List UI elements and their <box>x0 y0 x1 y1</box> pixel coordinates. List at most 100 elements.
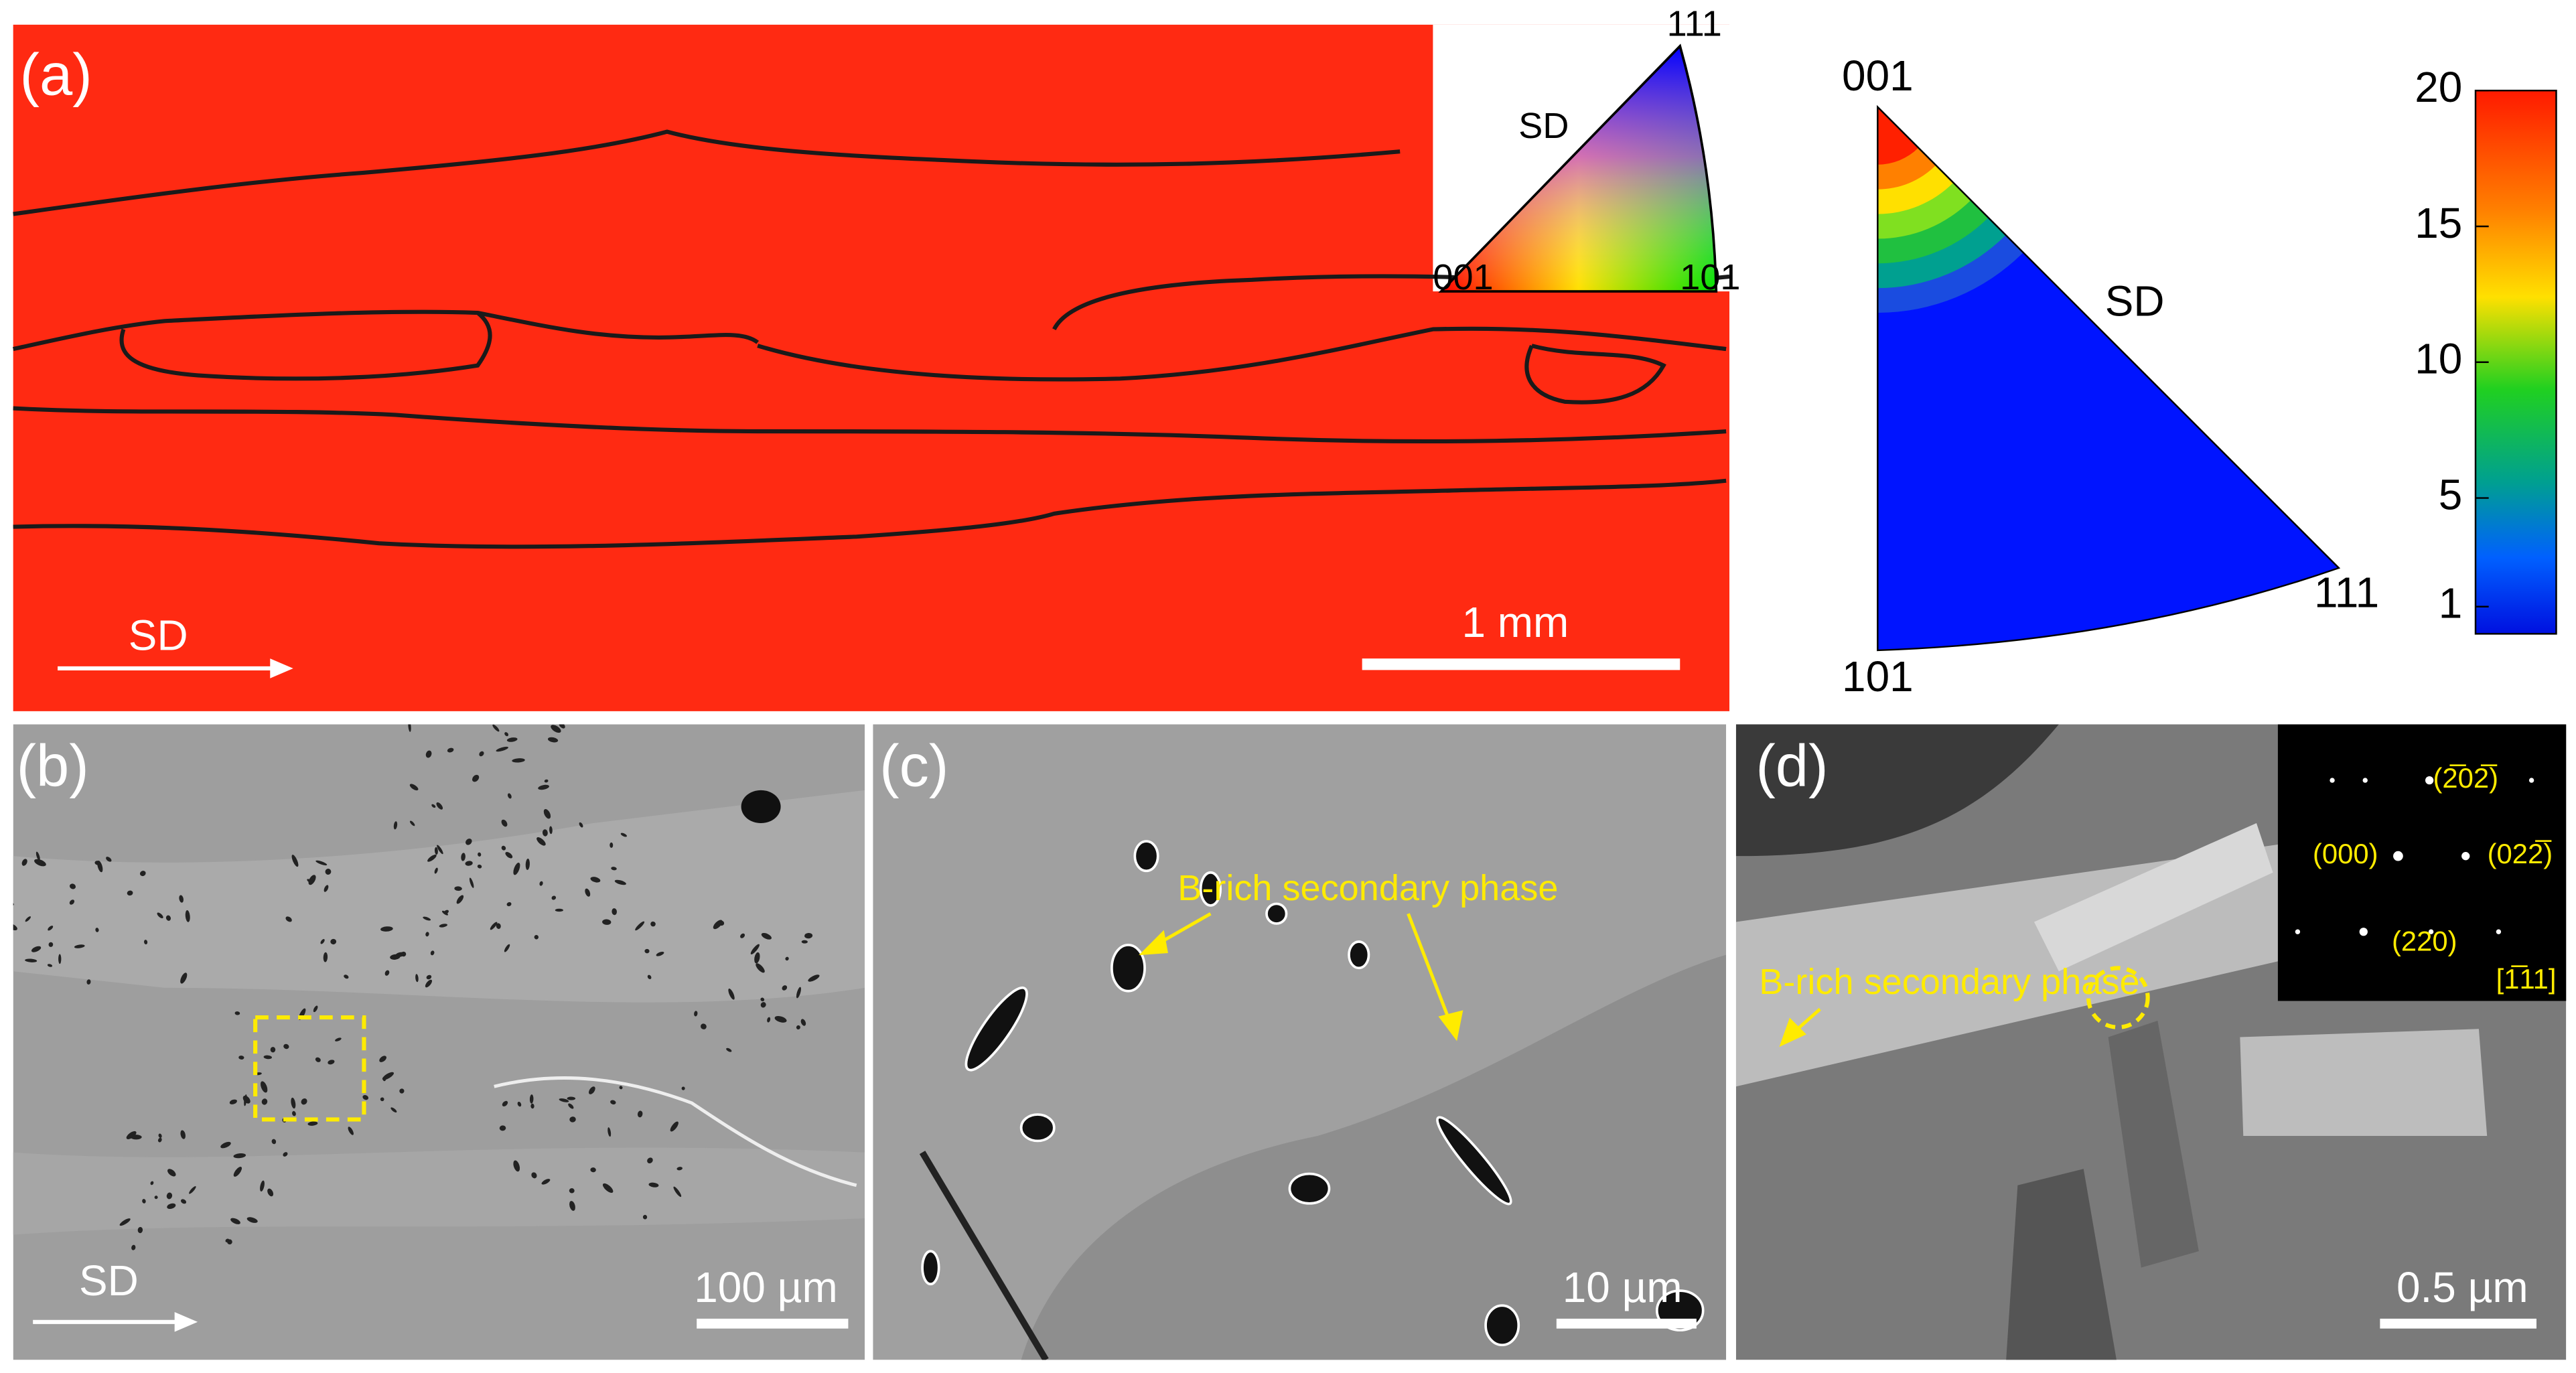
precipitate <box>437 845 443 855</box>
precipitate <box>551 895 557 900</box>
precipitate <box>380 926 393 932</box>
precipitate <box>180 1130 186 1139</box>
precipitate <box>728 989 735 1000</box>
precipitate <box>382 1077 386 1082</box>
precipitate <box>568 1103 574 1109</box>
precipitate <box>307 1121 318 1126</box>
precipitate <box>529 1094 534 1104</box>
precipitate <box>324 885 329 892</box>
precipitate <box>466 839 472 845</box>
precipitate <box>469 877 474 888</box>
direction-label: SD <box>79 1256 139 1305</box>
precipitate <box>461 853 466 861</box>
precipitate <box>242 1095 251 1104</box>
precipitate <box>119 1218 131 1226</box>
precipitate <box>270 1047 276 1053</box>
precipitate <box>569 1188 575 1194</box>
precipitate <box>676 1167 683 1171</box>
zone-axis: [1̅11] <box>2496 963 2557 995</box>
precipitate <box>157 1137 162 1143</box>
precipitate <box>308 875 316 885</box>
precipitate <box>507 793 512 799</box>
annotation: B-rich secondary phase <box>1759 962 2139 1002</box>
precipitate <box>750 944 760 954</box>
precipitate <box>551 725 561 733</box>
annotation: B-rich secondary phase <box>1177 868 1558 908</box>
annotation-arrows <box>1139 912 1463 1041</box>
precipitate <box>390 1107 397 1113</box>
precipitate <box>681 1086 685 1090</box>
precipitate <box>543 809 551 819</box>
precipitate <box>447 747 454 753</box>
colorbar-tick-label: 1 <box>2439 579 2463 628</box>
precipitate <box>323 952 328 962</box>
precipitate <box>126 1131 137 1139</box>
colorbar-tick-label: 20 <box>2415 63 2462 111</box>
grain-region <box>1021 954 1727 1360</box>
precipitate <box>492 724 500 732</box>
precipitate <box>760 1002 766 1008</box>
precipitate <box>767 1017 771 1023</box>
precipitate <box>505 851 513 859</box>
precipitate <box>547 737 559 743</box>
saed-labels: (2̅02̅) (000) (022̅) (220) [1̅11] <box>2313 762 2557 995</box>
precipitate <box>427 854 437 862</box>
precipitate <box>142 1199 146 1204</box>
tem-region <box>2108 1020 2199 1268</box>
precipitate <box>513 1160 520 1172</box>
precipitate <box>425 932 429 937</box>
direction-arrow <box>58 658 293 678</box>
precipitate <box>800 1019 806 1026</box>
precipitate <box>585 888 591 897</box>
pore <box>741 790 781 824</box>
precipitate <box>434 847 438 855</box>
precipitate <box>559 1098 569 1102</box>
precipitate <box>555 908 563 912</box>
precipitate <box>477 864 482 869</box>
precipitate <box>785 956 789 961</box>
precipitate <box>549 826 553 835</box>
precipitate <box>409 820 415 826</box>
precipitate <box>48 926 54 931</box>
scale-bar <box>1556 1318 1697 1329</box>
precipitate <box>650 921 656 927</box>
precipitate <box>260 1180 265 1191</box>
precipitate <box>220 1141 231 1149</box>
precipitate <box>620 833 628 837</box>
precipitate <box>431 804 436 808</box>
highlight-circle <box>2086 966 2150 1029</box>
precipitate <box>69 899 75 905</box>
precipitate <box>610 1100 616 1104</box>
precipitate <box>227 1239 232 1245</box>
precipitate <box>35 851 40 861</box>
precipitate <box>517 1101 522 1107</box>
precipitate <box>607 1127 612 1137</box>
precipitate <box>328 1060 335 1065</box>
scale-bar-label: 100 µm <box>694 1263 837 1311</box>
precipitate <box>166 1192 173 1200</box>
precipitate <box>506 737 518 742</box>
saed-inset <box>2277 724 2567 1001</box>
precipitate <box>238 1056 244 1060</box>
colorbar <box>2474 89 2557 635</box>
precipitate <box>246 1217 258 1223</box>
precipitate <box>25 916 31 922</box>
precipitate <box>380 1097 384 1102</box>
precipitate <box>531 1172 537 1179</box>
panel-label: (c) <box>879 733 948 799</box>
grain-boundaries <box>13 129 1730 549</box>
precipitate <box>530 1103 534 1109</box>
pf-direction: SD <box>2105 277 2165 326</box>
precipitate <box>267 1188 274 1197</box>
precipitates <box>921 840 1705 1347</box>
secondary-phase <box>2033 823 2273 972</box>
precipitate <box>456 895 464 904</box>
precipitate <box>559 724 565 729</box>
pf-corner: 111 <box>2314 569 2379 617</box>
precipitate <box>426 974 432 980</box>
highlight-box <box>253 1015 366 1122</box>
precipitate <box>144 940 148 944</box>
